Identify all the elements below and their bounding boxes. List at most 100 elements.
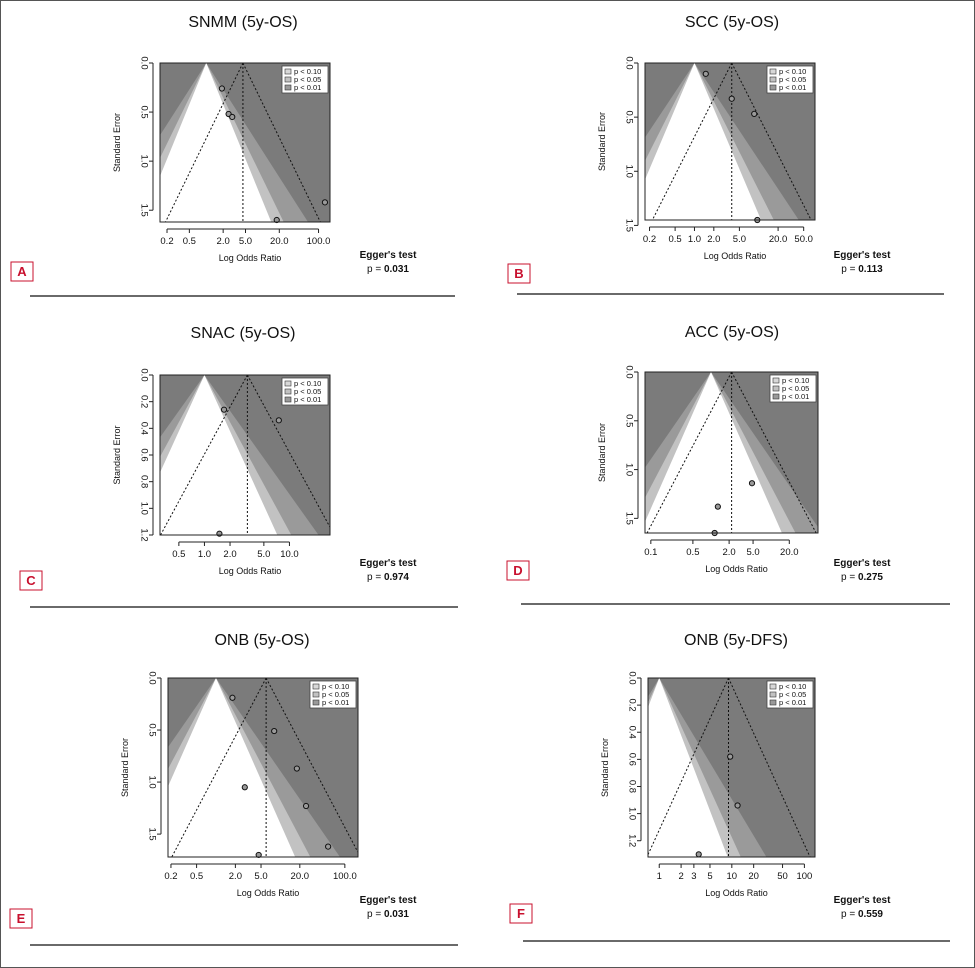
x-tick-label: 20.0 bbox=[769, 234, 788, 245]
x-tick-label: 2 bbox=[678, 871, 683, 882]
y-axis-label: Standard Error bbox=[112, 425, 122, 484]
y-tick-label: 0.5 bbox=[623, 111, 634, 124]
egger-p-value: p = 0.031 bbox=[367, 264, 409, 275]
egger-test-label: Egger's test bbox=[834, 895, 892, 906]
panel-letter-box bbox=[9, 908, 33, 929]
egger-p-number: 0.031 bbox=[384, 909, 409, 920]
legend-swatch bbox=[284, 388, 292, 395]
x-tick-label: 2.0 bbox=[223, 549, 236, 560]
y-tick-label: 1.0 bbox=[138, 502, 149, 515]
egger-p-value: p = 0.113 bbox=[841, 264, 883, 275]
x-tick-label: 2.0 bbox=[723, 547, 736, 558]
y-tick-label: 0.0 bbox=[138, 368, 149, 381]
funnel-left-line bbox=[165, 63, 244, 222]
x-tick-label: 50.0 bbox=[794, 234, 813, 245]
legend-label: p < 0.01 bbox=[294, 395, 321, 404]
y-tick-label: 0.0 bbox=[138, 56, 149, 69]
plot-border bbox=[644, 371, 819, 534]
x-tick-label: 10 bbox=[727, 871, 738, 882]
x-tick-label: 2.0 bbox=[229, 871, 242, 882]
legend-swatch bbox=[769, 68, 777, 75]
study-point bbox=[302, 802, 310, 810]
study-point bbox=[293, 765, 300, 772]
egger-test-label: Egger's test bbox=[360, 250, 418, 261]
funnel-panel-d: 0.1 0.5 2.0 5.0 20.0 Log Odds Ratio 0.0 0.5 1.0 1… bbox=[506, 324, 950, 605]
y-tick-label: 1.2 bbox=[626, 834, 637, 847]
panel-letter-box bbox=[19, 570, 43, 591]
contour-p010 bbox=[645, 372, 782, 533]
x-tick-label: 10.0 bbox=[280, 549, 299, 560]
legend-swatch bbox=[772, 385, 780, 392]
y-tick-label: 1.0 bbox=[146, 775, 157, 788]
panel-title: ACC (5y-OS) bbox=[685, 324, 779, 341]
y-tick-label: 0.5 bbox=[138, 105, 149, 118]
panel-title: SNAC (5y-OS) bbox=[191, 325, 296, 342]
x-tick-label: 5.0 bbox=[746, 547, 759, 558]
legend-swatch bbox=[769, 683, 777, 690]
y-tick-label: 0.0 bbox=[623, 365, 634, 378]
egger-test-label: Egger's test bbox=[834, 250, 892, 261]
study-point bbox=[714, 503, 721, 510]
x-tick-label: 50 bbox=[777, 871, 788, 882]
y-tick-label: 0.2 bbox=[626, 699, 637, 712]
x-axis-label: Log Odds Ratio bbox=[705, 564, 768, 574]
legend-label: p < 0.10 bbox=[779, 682, 806, 691]
contour-p010 bbox=[160, 375, 278, 535]
legend-label: p < 0.05 bbox=[322, 690, 349, 699]
y-tick-label: 0.2 bbox=[138, 395, 149, 408]
plot-border bbox=[159, 62, 331, 223]
y-tick-label: 1.5 bbox=[623, 512, 634, 525]
y-tick-label: 0.0 bbox=[146, 671, 157, 684]
egger-p-value: p = 0.031 bbox=[367, 909, 409, 920]
plot-border bbox=[644, 62, 816, 221]
x-tick-label: 0.5 bbox=[669, 234, 682, 245]
egger-p-prefix: p = bbox=[367, 572, 384, 583]
funnel-panel-c: 0.5 1.0 2.0 5.0 10.0 Log Odds Ratio 0.0 0.2 0.4 0… bbox=[19, 325, 458, 608]
y-tick-label: 1.0 bbox=[623, 463, 634, 476]
legend-swatch bbox=[772, 393, 780, 400]
legend-swatch bbox=[284, 396, 292, 403]
funnel-right-line bbox=[242, 63, 321, 222]
legend-label: p < 0.10 bbox=[294, 379, 321, 388]
y-tick-label: 1.0 bbox=[623, 165, 634, 178]
legend-swatch bbox=[312, 683, 320, 690]
x-tick-label: 1.0 bbox=[688, 234, 701, 245]
legend-label: p < 0.01 bbox=[779, 698, 806, 707]
contour-p010 bbox=[160, 63, 272, 222]
egger-p-number: 0.559 bbox=[858, 909, 883, 920]
legend-swatch bbox=[769, 76, 777, 83]
study-point bbox=[748, 480, 756, 487]
contour-p010 bbox=[648, 678, 728, 857]
x-axis-label: Log Odds Ratio bbox=[219, 566, 282, 576]
y-axis-label: Standard Error bbox=[597, 112, 607, 171]
y-tick-label: 0.0 bbox=[623, 56, 634, 69]
study-point bbox=[218, 85, 226, 92]
panel-letter-box bbox=[10, 261, 34, 282]
funnel-left-line bbox=[171, 678, 267, 857]
egger-p-value: p = 0.275 bbox=[841, 572, 883, 583]
x-tick-label: 20.0 bbox=[780, 547, 799, 558]
egger-p-number: 0.974 bbox=[384, 572, 409, 583]
panel-letter: E bbox=[17, 911, 26, 926]
egger-test-label: Egger's test bbox=[360, 558, 418, 569]
y-axis-label: Standard Error bbox=[120, 738, 130, 797]
panel-letter-box bbox=[507, 263, 531, 284]
legend-label: p < 0.10 bbox=[294, 67, 321, 76]
legend-swatch bbox=[284, 68, 292, 75]
funnel-right-line bbox=[731, 63, 812, 220]
plot-border bbox=[159, 374, 331, 536]
egger-p-value: p = 0.974 bbox=[367, 572, 409, 583]
y-axis-label: Standard Error bbox=[600, 738, 610, 797]
funnel-panel-f: 1 2 3 5 10 20 50 100 Log Odds Ratio 0.0 0.2 0.4 0.6 0… bbox=[509, 632, 950, 942]
egger-p-prefix: p = bbox=[367, 909, 384, 920]
study-point bbox=[241, 784, 248, 791]
x-tick-label: 0.1 bbox=[644, 547, 657, 558]
study-point bbox=[734, 802, 741, 809]
y-tick-label: 1.5 bbox=[623, 219, 634, 232]
x-axis-label: Log Odds Ratio bbox=[219, 253, 282, 263]
x-tick-label: 5.0 bbox=[733, 234, 746, 245]
x-tick-label: 1 bbox=[657, 871, 662, 882]
x-tick-label: 100.0 bbox=[307, 236, 331, 247]
panel-letter-box bbox=[506, 560, 530, 581]
legend-label: p < 0.01 bbox=[779, 83, 806, 92]
